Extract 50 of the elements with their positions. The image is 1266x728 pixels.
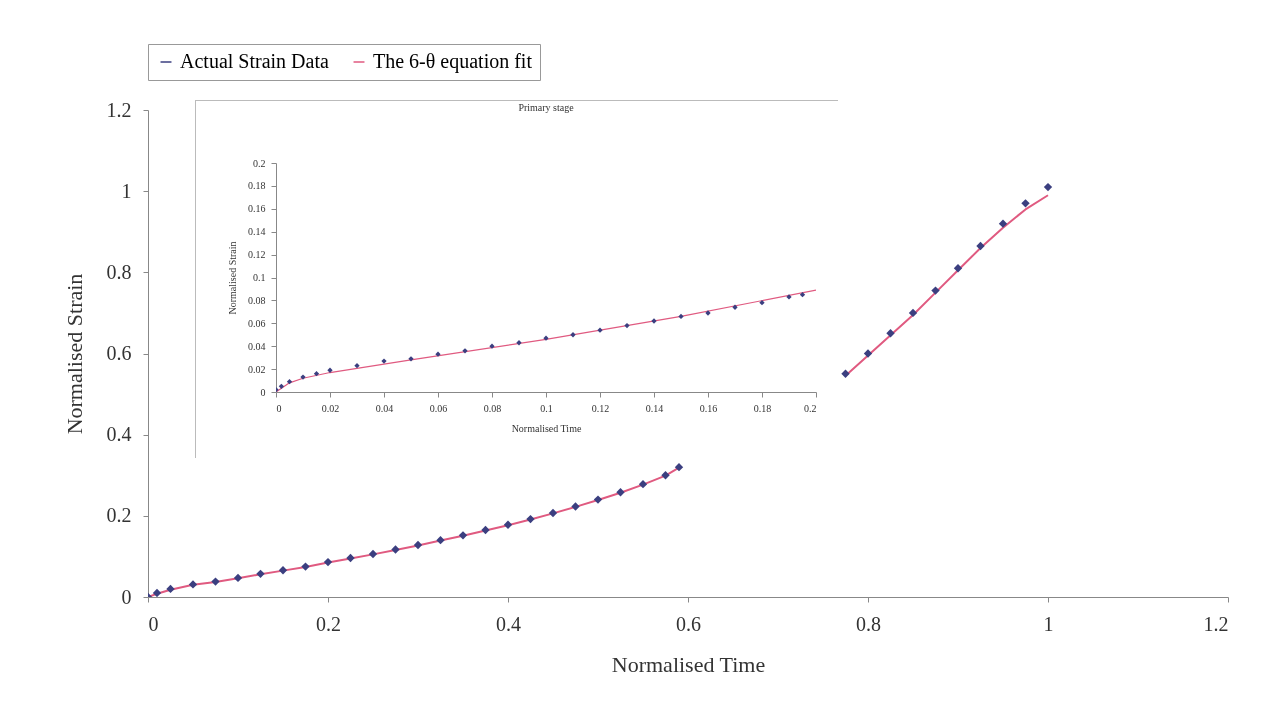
y-tick-label: 0.1	[253, 272, 266, 283]
legend-label: Actual Strain Data	[180, 50, 329, 72]
y-tick-label: 0	[121, 585, 132, 608]
x-tick-label: 0.14	[645, 402, 664, 414]
y-tick-label: 0.16	[248, 203, 266, 215]
point	[286, 379, 293, 385]
y-tick-label: 0.4	[106, 423, 132, 446]
x-tick-label: 0.8	[856, 612, 881, 635]
x-axis-title: Normalised Time	[611, 651, 766, 677]
x-tick-label: 0	[276, 402, 282, 414]
y-tick-label: 0.14	[248, 226, 266, 238]
legend-label: The 6-θ equation fit	[373, 50, 533, 73]
point	[624, 322, 630, 329]
x-axis-title: Normalised Time	[511, 422, 582, 434]
y-tick-label: 0.2	[253, 157, 266, 169]
point	[799, 292, 806, 298]
y-tick-label: 0.08	[248, 294, 266, 306]
y-tick-label: 1.2	[106, 98, 132, 121]
point	[354, 363, 360, 369]
x-tick-label: 0.08	[483, 402, 502, 414]
x-tick-label: 0.06	[429, 402, 448, 414]
y-tick-label: 0.6	[106, 342, 132, 364]
x-tick-label: 0.2	[804, 402, 817, 414]
x-tick-label: 0	[148, 612, 159, 635]
y-tick-label: 0	[260, 386, 266, 398]
x-tick-label: 0.18	[753, 402, 772, 414]
x-tick-label: 0.12	[591, 402, 610, 414]
x-tick-label: 1.2	[1203, 612, 1229, 635]
x-tick-label: 1	[1043, 612, 1054, 635]
x-tick-label: 0.16	[699, 402, 718, 414]
x-tick-label: 0.1	[540, 402, 553, 414]
x-tick-label: 0.04	[375, 402, 394, 414]
y-tick-label: 0.04	[248, 340, 266, 352]
y-axis-title: Normalised Strain	[227, 241, 238, 315]
x-tick-label: 0.2	[316, 612, 341, 635]
point	[678, 313, 684, 320]
y-tick-label: 0.12	[248, 249, 266, 261]
point	[313, 371, 320, 377]
x-tick-label: 0.02	[321, 402, 340, 414]
y-tick-label: 1	[121, 179, 132, 202]
y-tick-label: 0.8	[106, 260, 132, 283]
chart-title: Primary stage	[518, 102, 575, 113]
x-tick-label: 0.6	[676, 612, 701, 635]
x-tick-label: 0.4	[496, 612, 521, 635]
y-tick-label: 0.06	[248, 317, 266, 329]
y-tick-label: 0.18	[248, 180, 266, 192]
y-tick-label: 0.02	[248, 363, 266, 375]
point	[278, 383, 285, 389]
y-axis-title: Normalised Strain	[61, 273, 87, 435]
y-tick-label: 0.2	[106, 504, 132, 527]
